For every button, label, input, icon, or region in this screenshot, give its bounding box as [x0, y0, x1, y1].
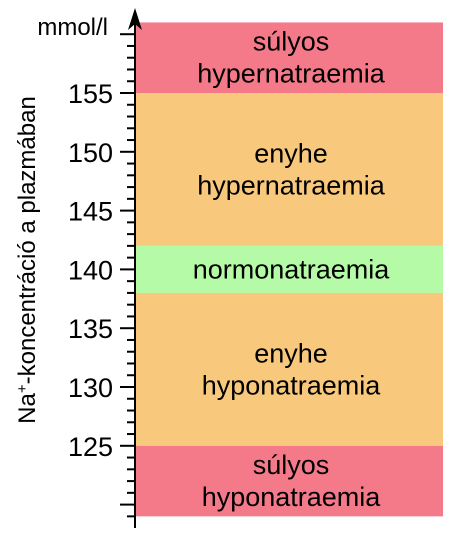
ticks-layer: 155 150 145 140 135 130 125	[68, 33, 135, 518]
tick-label: 145	[68, 197, 113, 227]
y-axis-arrowhead	[128, 8, 142, 30]
y-axis-title: Na+-koncentráció a plazmában	[14, 96, 42, 424]
band-rect	[135, 22, 443, 93]
band-rect	[135, 93, 443, 246]
band-label: enyhe	[254, 338, 328, 368]
tick-label: 125	[68, 432, 113, 462]
band-label: hyponatraemia	[202, 370, 382, 400]
band-label: hypernatraemia	[197, 170, 386, 200]
band-label: hypernatraemia	[197, 59, 386, 89]
band-2: normonatraemia	[135, 245, 443, 293]
tick-label: 135	[68, 314, 113, 344]
band-rect	[135, 245, 443, 293]
band-rect	[135, 445, 443, 517]
band-label: súlyos	[253, 27, 330, 57]
tick-label: 150	[68, 138, 113, 168]
band-label: hyponatraemia	[202, 482, 382, 512]
tick-label: 140	[68, 255, 113, 285]
bands-layer: súlyoshypernatraemiaenyhehypernatraemian…	[135, 22, 443, 517]
band-rect	[135, 292, 443, 446]
axis-title-prefix: Na	[14, 392, 41, 423]
axis-layer	[128, 8, 142, 528]
band-label: normonatraemia	[193, 254, 391, 284]
axis-title-suffix: -koncentráció a plazmában	[14, 96, 41, 384]
band-label: enyhe	[254, 138, 328, 168]
tick-label: 155	[68, 79, 113, 109]
unit-label: mmol/l	[37, 14, 108, 41]
axis-title-superscript: +	[14, 384, 31, 393]
tick-label: 130	[68, 373, 113, 403]
band-label: súlyos	[253, 450, 330, 480]
